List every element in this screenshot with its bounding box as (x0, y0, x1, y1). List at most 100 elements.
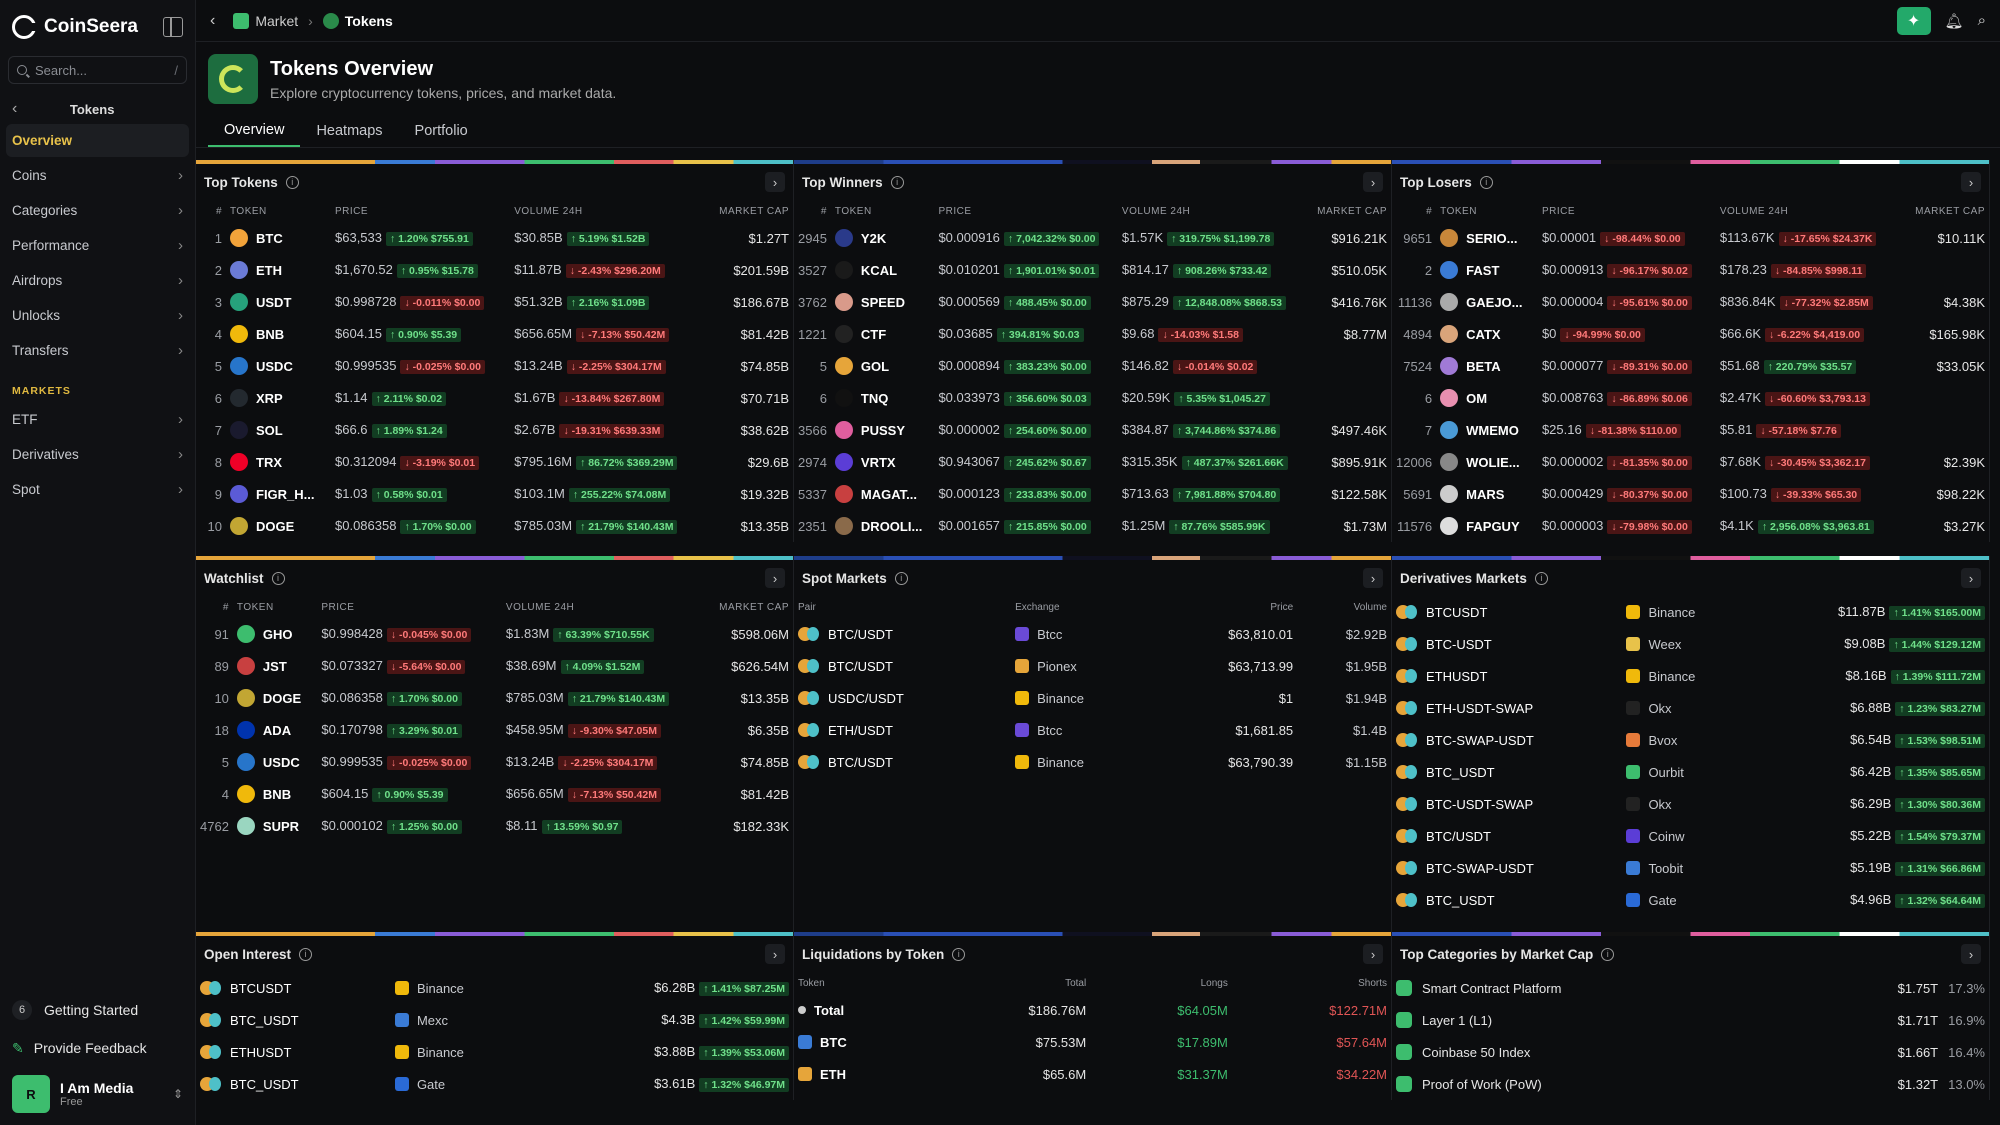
table-row[interactable]: 4762 SUPR $0.000102 ↑ 1.25% $0.00 $8.11 ↑ 13.… (196, 810, 793, 842)
exchange[interactable]: Bvox (1626, 733, 1740, 748)
table-row[interactable]: 2974 VRTX $0.943067 ↑ 245.62% $0.67 $315.35K… (794, 446, 1391, 478)
token[interactable]: WOLIE... (1440, 453, 1534, 471)
pair[interactable]: BTC/USDT (798, 659, 1007, 674)
table-row[interactable]: 5 USDC $0.999535 ↓ -0.025% $0.00 $13.24B ↓ -2… (196, 350, 793, 382)
chevron-right-icon[interactable]: › (765, 568, 785, 588)
table-row[interactable]: BTCUSDT Binance $11.87B ↑ 1.41% $165.00M (1392, 596, 1989, 628)
token[interactable]: SOL (230, 421, 327, 439)
table-row[interactable]: 1221 CTF $0.03685 ↑ 394.81% $0.03 $9.68 ↓ -14… (794, 318, 1391, 350)
sidebar-item-etf[interactable]: ETF › (6, 403, 189, 436)
exchange[interactable]: Binance (1015, 691, 1154, 706)
pair[interactable]: BTC_USDT (200, 1077, 387, 1092)
category[interactable]: Coinbase 50 Index (1396, 1044, 1773, 1060)
chevron-right-icon[interactable]: › (1961, 568, 1981, 588)
token[interactable]: USDT (230, 293, 327, 311)
token[interactable]: BNB (230, 325, 327, 343)
table-row[interactable]: 11136 GAEJO... $0.000004 ↓ -95.61% $0.00 $83… (1392, 286, 1989, 318)
table-row[interactable]: 3527 KCAL $0.010201 ↑ 1,901.01% $0.01 $814.1… (794, 254, 1391, 286)
token[interactable]: BETA (1440, 357, 1534, 375)
breadcrumb-market[interactable]: Market (255, 12, 299, 29)
token[interactable]: USDC (236, 753, 313, 771)
info-icon[interactable]: i (1601, 947, 1615, 961)
table-row[interactable]: BTC/USDT Pionex $63,713.99 $1.95B (794, 650, 1391, 682)
token[interactable]: JST (236, 657, 313, 675)
exchange[interactable]: Binance (1626, 669, 1740, 684)
table-row[interactable]: 91 GHO $0.998428 ↓ -0.045% $0.00 $1.83M ↑ 63.… (196, 618, 793, 650)
token[interactable]: CTF (834, 325, 931, 343)
exchange[interactable]: Binance (394, 981, 528, 996)
exchange[interactable]: Binance (1626, 605, 1740, 620)
table-row[interactable]: 3 USDT $0.998728 ↓ -0.011% $0.00 $51.32B ↑ 2.… (196, 286, 793, 318)
token[interactable]: WMEMO (1440, 421, 1534, 439)
pair[interactable]: BTC/USDT (798, 627, 1007, 642)
exchange[interactable]: Weex (1626, 637, 1740, 652)
tab-heatmaps[interactable]: Heatmaps (316, 122, 383, 139)
pair[interactable]: BTCUSDT (200, 981, 387, 996)
getting-started-button[interactable]: 6 Getting Started (0, 991, 195, 1029)
token[interactable]: FAPGUY (1440, 517, 1534, 535)
chevron-right-icon[interactable]: › (1961, 944, 1981, 964)
table-row[interactable]: Layer 1 (L1) $1.71T 16.9% (1392, 1004, 1989, 1036)
sidebar-item-unlocks[interactable]: Unlocks › (6, 299, 189, 332)
token[interactable]: GHO (236, 625, 313, 643)
table-row[interactable]: BTC-USDT-SWAP Okx $6.29B ↑ 1.30% $80.36M (1392, 788, 1989, 820)
table-row[interactable]: 7 WMEMO $25.16 ↓ -81.38% $110.00 $5.81 ↓ -57.… (1392, 414, 1989, 446)
exchange[interactable]: Okx (1626, 701, 1740, 716)
token[interactable]: GAEJO... (1440, 293, 1534, 311)
table-row[interactable]: 5691 MARS $0.000429 ↓ -80.37% $0.00 $100.73 ↓… (1392, 478, 1989, 510)
table-row[interactable]: Proof of Work (PoW) $1.32T 13.0% (1392, 1068, 1989, 1100)
token[interactable]: GOL (834, 357, 931, 375)
table-row[interactable]: 5337 MAGAT... $0.000123 ↑ 233.83% $0.00 $713… (794, 478, 1391, 510)
table-row[interactable]: BTCUSDT Binance $6.28B ↑ 1.41% $87.25M (196, 972, 793, 1004)
chevron-right-icon[interactable]: › (1363, 944, 1383, 964)
pair[interactable]: USDC/USDT (798, 691, 1007, 706)
token[interactable]: TNQ (834, 389, 931, 407)
pair[interactable]: BTC-USDT-SWAP (1396, 797, 1618, 812)
token[interactable]: Total (798, 1003, 927, 1018)
sparkle-icon[interactable]: ✦ (1896, 6, 1931, 35)
info-icon[interactable]: i (299, 947, 313, 961)
table-row[interactable]: 4 BNB $604.15 ↑ 0.90% $5.39 $656.65M ↓ -7.13%… (196, 318, 793, 350)
pair[interactable]: BTC-USDT (1396, 637, 1618, 652)
collapse-sidebar-icon[interactable] (163, 17, 183, 37)
table-row[interactable]: 6 OM $0.008763 ↓ -86.89% $0.06 $2.47K ↓ -60.6… (1392, 382, 1989, 414)
exchange[interactable]: Mexc (394, 1013, 528, 1028)
table-row[interactable]: ETH $65.6M $31.37M $34.22M (794, 1058, 1391, 1090)
table-row[interactable]: BTC/USDT Coinw $5.22B ↑ 1.54% $79.37M (1392, 820, 1989, 852)
table-row[interactable]: 4 BNB $604.15 ↑ 0.90% $5.39 $656.65M ↓ -7.13%… (196, 778, 793, 810)
token[interactable]: SUPR (236, 817, 313, 835)
pair[interactable]: BTC_USDT (200, 1013, 387, 1028)
info-icon[interactable]: i (285, 175, 299, 189)
exchange[interactable]: Coinw (1626, 829, 1740, 844)
pair[interactable]: BTC-SWAP-USDT (1396, 861, 1618, 876)
table-row[interactable]: 9 FIGR_H... $1.03 ↑ 0.58% $0.01 $103.1M ↑ 255… (196, 478, 793, 510)
info-icon[interactable]: i (890, 175, 904, 189)
table-row[interactable]: 6 TNQ $0.033973 ↑ 356.60% $0.03 $20.59K ↑ 5.3… (794, 382, 1391, 414)
token[interactable]: DOGE (230, 517, 327, 535)
pair[interactable]: BTCUSDT (1396, 605, 1618, 620)
table-row[interactable]: BTC_USDT Gate $4.96B ↑ 1.32% $64.64M (1392, 884, 1989, 916)
table-row[interactable]: 3762 SPEED $0.000569 ↑ 488.45% $0.00 $875.29… (794, 286, 1391, 318)
exchange[interactable]: Btcc (1015, 723, 1154, 738)
token[interactable]: DROOLI... (834, 517, 931, 535)
table-row[interactable]: BTC_USDT Mexc $4.3B ↑ 1.42% $59.99M (196, 1004, 793, 1036)
pair[interactable]: BTC/USDT (798, 755, 1007, 770)
token[interactable]: MARS (1440, 485, 1534, 503)
table-row[interactable]: USDC/USDT Binance $1 $1.94B (794, 682, 1391, 714)
exchange[interactable]: Ourbit (1626, 765, 1740, 780)
table-row[interactable]: 2 FAST $0.000913 ↓ -96.17% $0.02 $178.23 ↓ -8… (1392, 254, 1989, 286)
category[interactable]: Smart Contract Platform (1396, 980, 1773, 996)
category[interactable]: Layer 1 (L1) (1396, 1012, 1773, 1028)
exchange[interactable]: Gate (394, 1077, 528, 1092)
exchange[interactable]: Btcc (1015, 627, 1154, 642)
table-row[interactable]: 7524 BETA $0.000077 ↓ -89.31% $0.00 $51.68 ↑ … (1392, 350, 1989, 382)
sidebar-item-spot[interactable]: Spot › (6, 473, 189, 506)
pair[interactable]: ETHUSDT (200, 1045, 387, 1060)
user-menu[interactable]: R I Am Media Free ⇕ (0, 1067, 195, 1125)
table-row[interactable]: 5 USDC $0.999535 ↓ -0.025% $0.00 $13.24B ↓ -2… (196, 746, 793, 778)
back-icon[interactable]: ‹ (210, 11, 216, 29)
token[interactable]: USDC (230, 357, 327, 375)
table-row[interactable]: 4894 CATX $0 ↓ -94.99% $0.00 $66.6K ↓ -6.22% … (1392, 318, 1989, 350)
exchange[interactable]: Gate (1626, 893, 1740, 908)
sidebar-item-airdrops[interactable]: Airdrops › (6, 264, 189, 297)
